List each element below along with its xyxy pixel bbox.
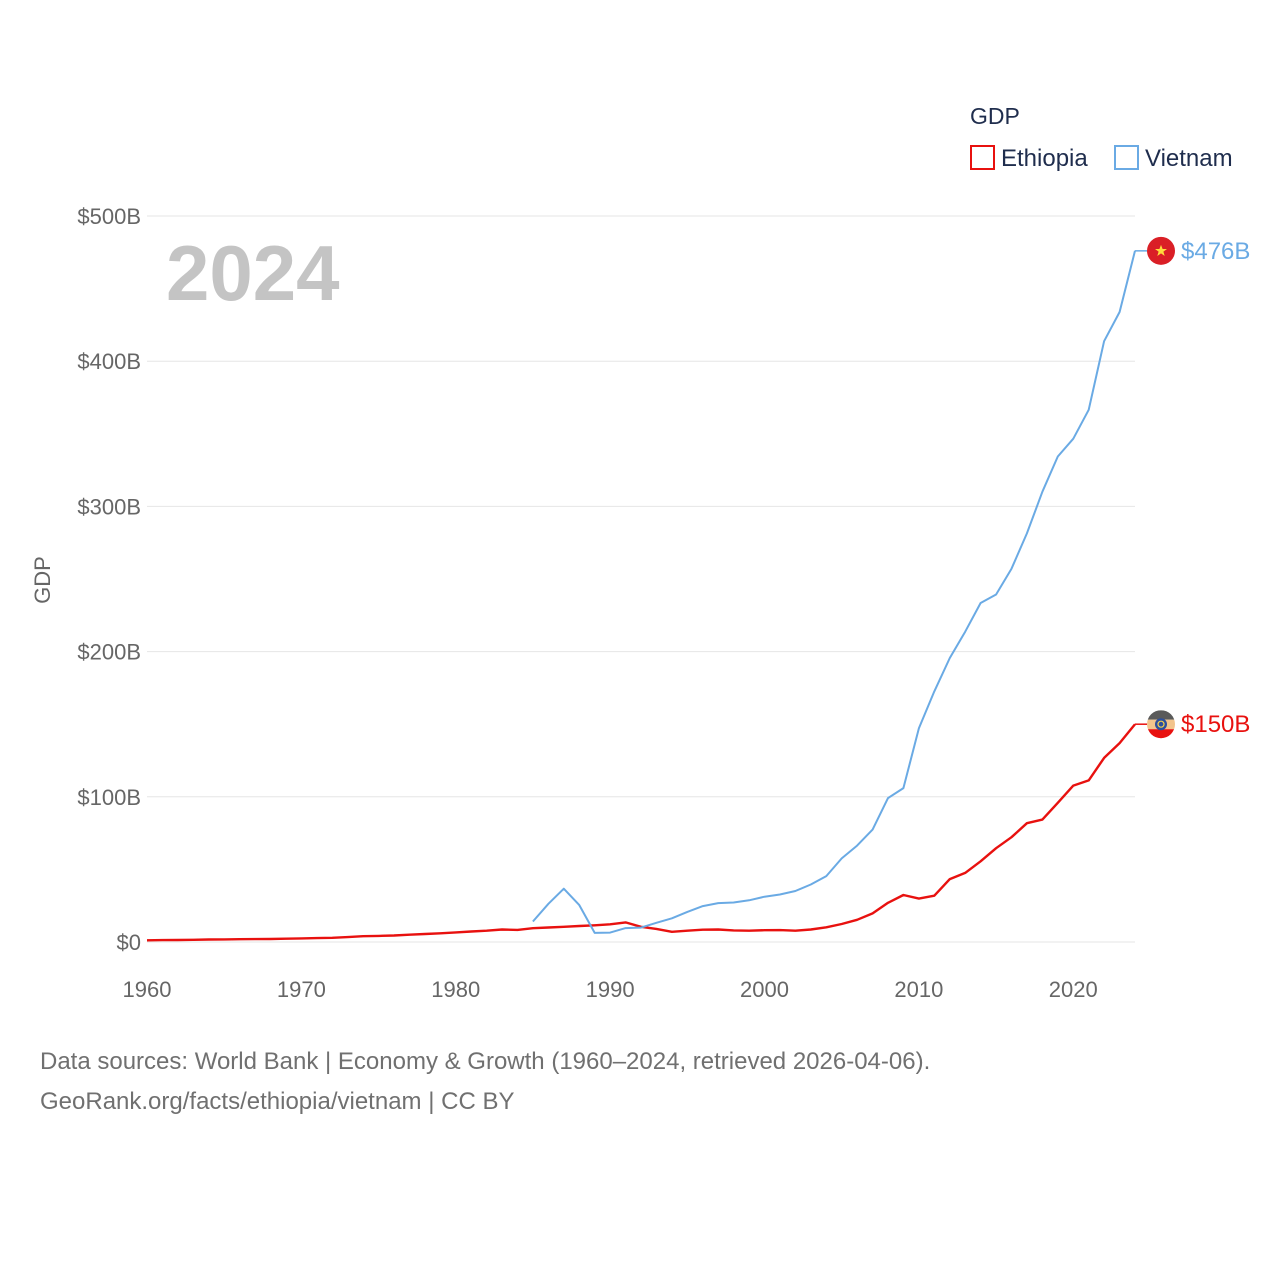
legend-item-vietnam[interactable]: Vietnam [1114, 145, 1233, 172]
x-axis-ticks: 1960 1970 1980 1990 2000 2010 2020 [123, 977, 1098, 1002]
series-lines [146, 250, 1147, 942]
y-axis-ticks: $0 $100B $200B $300B $400B $500B [77, 204, 141, 955]
ethiopia-flag-icon [1147, 710, 1175, 739]
y-tick-label: $200B [77, 640, 141, 665]
x-tick-label: 1990 [586, 977, 635, 1002]
y-tick-label: $400B [77, 349, 141, 374]
y-tick-label: $500B [77, 204, 141, 229]
end-label-ethiopia: $150B [1181, 711, 1250, 738]
legend-swatch-vietnam [1114, 145, 1139, 170]
y-tick-label: $0 [117, 930, 141, 955]
series-line-vietnam [532, 250, 1136, 934]
x-tick-label: 2020 [1049, 977, 1098, 1002]
x-tick-label: 2010 [894, 977, 943, 1002]
end-label-vietnam: $476B [1181, 238, 1250, 265]
legend-item-ethiopia[interactable]: Ethiopia [970, 145, 1088, 172]
source-line-2: GeoRank.org/facts/ethiopia/vietnam | CC … [40, 1088, 515, 1115]
series-line-ethiopia [146, 723, 1136, 942]
legend-label-vietnam: Vietnam [1145, 145, 1233, 172]
x-tick-label: 1970 [277, 977, 326, 1002]
x-tick-label: 1960 [123, 977, 172, 1002]
legend-swatch-ethiopia [970, 145, 995, 170]
end-markers [1147, 236, 1175, 739]
legend: GDP Ethiopia Vietnam [970, 103, 1233, 172]
legend-label-ethiopia: Ethiopia [1001, 145, 1088, 172]
source-line-1: Data sources: World Bank | Economy & Gro… [40, 1048, 931, 1075]
year-label: 2024 [166, 229, 340, 317]
x-tick-label: 1980 [431, 977, 480, 1002]
x-tick-label: 2000 [740, 977, 789, 1002]
y-tick-label: $100B [77, 785, 141, 810]
y-axis-title: GDP [30, 556, 55, 604]
y-tick-label: $300B [77, 494, 141, 519]
vietnam-flag-icon [1147, 236, 1175, 265]
gridlines [147, 215, 1135, 943]
legend-title: GDP [970, 103, 1020, 129]
source-footer: Data sources: World Bank | Economy & Gro… [40, 1042, 1240, 1122]
gdp-line-chart: $0 $100B $200B $300B $400B $500B 1960 1970 1980… [30, 103, 1250, 1002]
